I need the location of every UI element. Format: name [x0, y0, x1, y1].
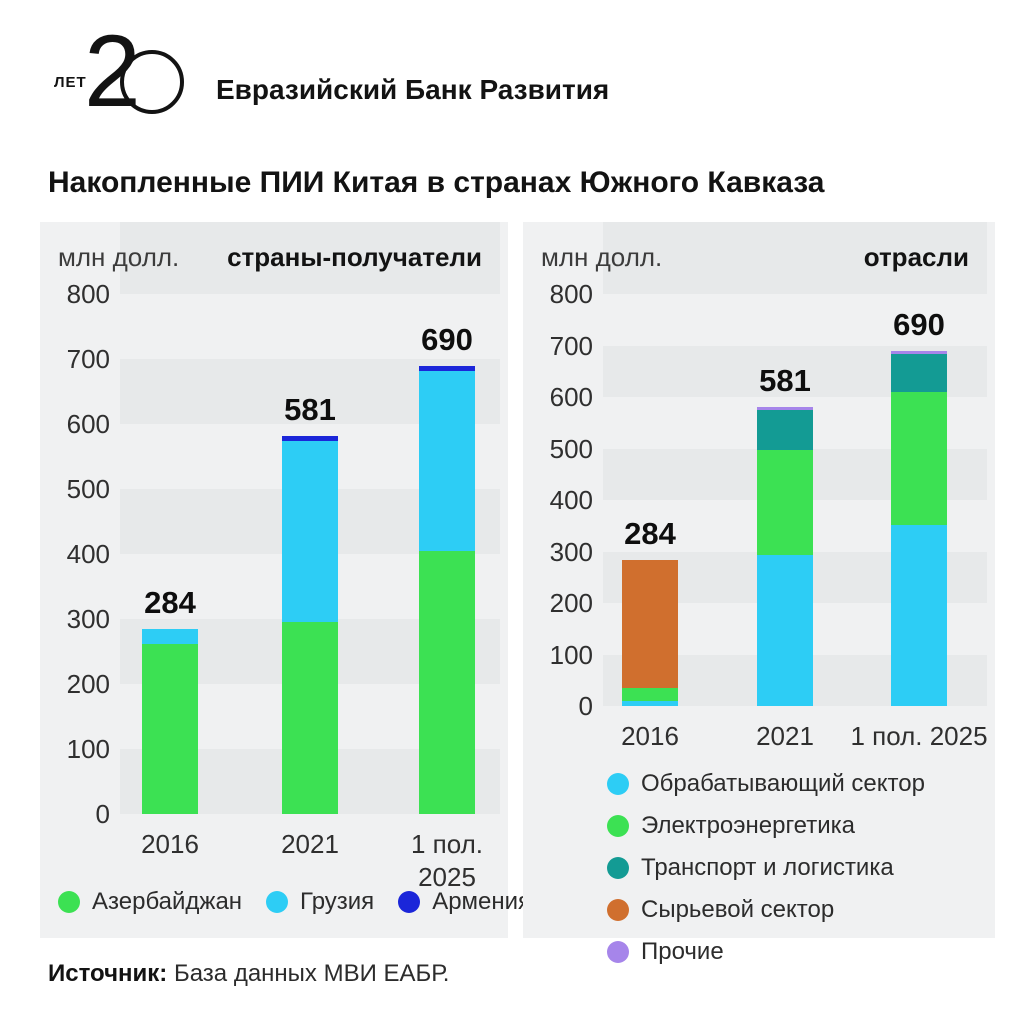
legend-swatch-icon [607, 899, 629, 921]
y-axis-tick-label: 500 [66, 474, 110, 504]
y-axis-tick-label: 200 [66, 669, 110, 699]
y-axis-tick-label: 100 [66, 734, 110, 764]
bar-segment-Азербайджан [142, 643, 198, 814]
y-axis-tick-label: 400 [66, 539, 110, 569]
bar-segment-Обрабатывающий сектор [891, 524, 947, 706]
bar-segment-Транспорт и логистика [757, 409, 813, 450]
legend-swatch-icon [607, 941, 629, 963]
bar-segment-Азербайджан [282, 622, 338, 814]
x-axis-category-label: 2021 [281, 829, 339, 859]
x-axis-category-label: 2016 [621, 721, 679, 751]
y-axis-tick-label: 700 [66, 344, 110, 374]
bar-segment-Электроэнергетика [891, 391, 947, 525]
bar-segment-Обрабатывающий сектор [757, 555, 813, 706]
grid-band [603, 222, 987, 294]
legend-item: Обрабатывающий сектор [607, 770, 925, 798]
bar-total-label: 690 [421, 321, 473, 357]
bar-segment-Транспорт и логистика [891, 353, 947, 392]
bank-name: Евразийский Банк Развития [216, 74, 610, 105]
bar-total-label: 284 [624, 515, 676, 551]
bar-total-label: 284 [144, 585, 196, 621]
chart-panel-sectors: млн долл. отрасли 0 100 200 300 400 500 600 700… [523, 222, 995, 965]
legend: Обрабатывающий сектор Электроэнергетика Тр… [607, 770, 925, 966]
legend-label: Обрабатывающий сектор [641, 770, 925, 797]
y-axis-tick-label: 0 [578, 691, 593, 721]
legend-swatch-icon [607, 773, 629, 795]
bar-segment-Грузия [142, 629, 198, 644]
grid-band [120, 222, 500, 294]
source-note: Источник: База данных МВИ ЕАБР. [48, 960, 449, 988]
legend-swatch-icon [398, 891, 421, 913]
y-axis-unit-label: млн долл. [58, 242, 180, 272]
bar-segment-Электроэнергетика [622, 687, 678, 701]
chart-title-sectors: отрасли [863, 242, 969, 272]
legend-item: Электроэнергетика [607, 812, 925, 840]
x-axis-category-label: 2021 [756, 721, 814, 751]
y-axis-tick-label: 800 [66, 279, 110, 309]
legend-swatch-icon [266, 891, 289, 913]
y-axis-tick-label: 600 [66, 409, 110, 439]
legend-label: Электроэнергетика [641, 812, 856, 839]
plot-area-countries: 0 100 200 300 400 500 600 700 800 284 2016 581 2021 6… [40, 222, 508, 892]
source-label: Источник: [48, 960, 168, 987]
y-axis-tick-label: 300 [66, 604, 110, 634]
y-axis-tick-label: 200 [549, 588, 593, 618]
bar-segment-Сырьевой сектор [622, 559, 678, 688]
legend-item: Сырьевой сектор [607, 896, 925, 924]
logo-ring-icon [120, 50, 184, 114]
y-axis-tick-label: 600 [549, 382, 593, 412]
chart-panel-countries: млн долл. страны-получатели 0 100 200 300 40… [40, 222, 531, 938]
plot-area-sectors: 0 100 200 300 400 500 600 700 800 284 2016 581 2021 6… [523, 222, 995, 751]
logo-years-label: ЛЕТ [54, 74, 87, 91]
bar-total-label: 581 [284, 392, 336, 428]
legend-label: Транспорт и логистика [641, 854, 894, 881]
legend-label: Прочие [641, 938, 724, 965]
bar-segment-Азербайджан [419, 550, 475, 814]
bar-segment-Прочие [757, 406, 813, 410]
chart-title-countries: страны-получатели [227, 242, 482, 272]
legend-label: Азербайджан [92, 888, 243, 915]
legend-item: Транспорт и логистика [607, 854, 925, 882]
y-axis-tick-label: 700 [549, 330, 593, 361]
legend-label: Сырьевой сектор [641, 896, 835, 923]
y-axis-unit-label: млн долл. [541, 242, 663, 272]
x-axis-category-label: 1 пол. 2025 [850, 721, 988, 751]
y-axis-tick-label: 0 [95, 799, 110, 829]
bar-segment-Грузия [419, 371, 475, 551]
bar-segment-Армения [282, 436, 338, 441]
legend-swatch-icon [58, 891, 80, 913]
bar-segment-Армения [419, 365, 475, 372]
legend-item: Армения [398, 888, 531, 916]
source-text: База данных МВИ ЕАБР. [167, 960, 450, 987]
edb-20-years-logo: ЛЕТ 2 [50, 17, 200, 143]
bar-segment-Электроэнергетика [757, 449, 813, 556]
bar-segment-Обрабатывающий сектор [622, 700, 678, 706]
bar-segment-Грузия [282, 440, 338, 623]
legend-label: Грузия [300, 888, 375, 915]
x-axis-category-label: 2016 [141, 829, 199, 859]
x-axis-category-label: 1 пол. 2025 [410, 829, 484, 892]
legend-item: Грузия [266, 888, 374, 916]
bar-total-label: 690 [893, 306, 945, 342]
y-axis-tick-label: 100 [549, 639, 593, 670]
legend-swatch-icon [607, 857, 629, 879]
legend-item: Азербайджан [58, 888, 242, 916]
bar-total-label: 581 [759, 362, 811, 398]
y-axis-tick-label: 800 [549, 279, 593, 309]
legend-label: Армения [432, 888, 532, 915]
y-axis-tick-label: 500 [549, 433, 593, 464]
legend-item: Прочие [607, 938, 925, 966]
legend: Азербайджан Грузия Армения [58, 888, 531, 916]
page-title: Накопленные ПИИ Китая в странах Южного К… [48, 166, 825, 199]
y-axis-tick-label: 300 [549, 536, 593, 567]
y-axis-tick-label: 400 [549, 485, 593, 515]
legend-swatch-icon [607, 815, 629, 837]
bar-segment-Прочие [891, 350, 947, 354]
